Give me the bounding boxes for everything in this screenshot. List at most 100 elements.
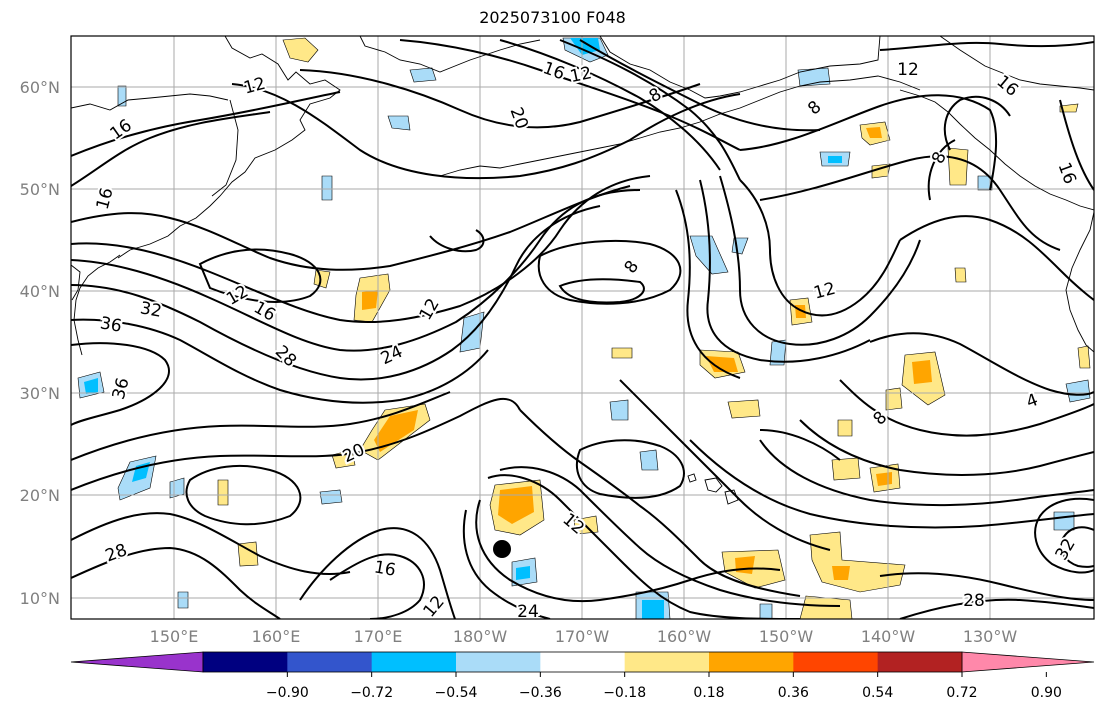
contour-line	[899, 598, 1094, 619]
negative-anomaly-area	[639, 449, 659, 471]
colorbar-tick-labels: −0.90 −0.72 −0.54 −0.36 −0.18 0.18 0.36 0.54 0.7…	[266, 672, 1062, 701]
negative-anomaly-area	[759, 603, 773, 619]
coastline-kamchatka	[211, 99, 239, 197]
contour-line	[899, 215, 1094, 301]
contour-lines	[71, 39, 1094, 619]
colorbar-extend-high	[961, 651, 1095, 673]
colorbar-segment	[709, 652, 794, 672]
contour-line	[71, 342, 170, 426]
colorbar-segment	[203, 652, 288, 672]
contour-line	[462, 509, 551, 619]
negative-anomaly-area	[828, 156, 842, 163]
positive-anomaly-area	[237, 541, 259, 567]
negative-anomaly-area	[177, 591, 189, 609]
longitude-label: 160°E	[252, 627, 301, 646]
positive-anomaly-area	[374, 410, 418, 452]
contour-line	[1060, 526, 1094, 568]
contour-line	[759, 439, 1094, 507]
negative-anomaly-area	[1053, 511, 1075, 531]
contour-line	[719, 175, 921, 346]
colorbar-tick-label: −0.36	[519, 685, 562, 701]
positive-anomaly-area	[954, 267, 967, 283]
negative-anomaly-area	[642, 600, 664, 619]
positive-anomaly-area	[912, 360, 932, 384]
contour-line	[759, 429, 841, 461]
contour-label: 12	[897, 60, 919, 80]
negative-anomaly-area	[609, 399, 629, 421]
coastline-alaska	[599, 36, 881, 99]
negative-anomaly-area	[769, 339, 787, 366]
latitude-label: 60°N	[20, 78, 60, 97]
colorbar-tick-label: 0.36	[778, 685, 809, 701]
contour-line	[499, 39, 721, 171]
colorbar-segment	[287, 652, 373, 672]
negative-anomaly-area	[570, 38, 600, 55]
negative-anomaly-area	[387, 115, 411, 131]
positive-anomaly-area	[837, 419, 853, 437]
contour-line	[499, 466, 841, 607]
contour-line	[71, 398, 521, 491]
longitude-label: 150°E	[150, 627, 199, 646]
contour-line	[558, 278, 645, 304]
contour-line	[399, 39, 741, 151]
contour-line	[71, 91, 341, 157]
contour-line	[1034, 497, 1094, 574]
contour-line	[429, 229, 485, 253]
positive-anomaly-area	[727, 399, 761, 419]
positive-anomaly-area	[832, 566, 850, 580]
contour-line	[71, 111, 271, 187]
colorbar-segment	[793, 652, 879, 672]
colorbar-outline	[202, 651, 963, 673]
contour-line	[799, 419, 1094, 476]
longitude-labels: 150°E 160°E 170°E 180°W 170°W 160°W 150°W 140°W…	[150, 627, 1018, 646]
contour-line	[71, 546, 281, 619]
contour-line	[699, 179, 871, 363]
contour-line	[519, 409, 801, 597]
colorbar-segment	[456, 652, 541, 672]
colorbar-tick-label: 0.72	[946, 685, 977, 701]
contour-label: 32	[138, 298, 163, 321]
colorbar-tick-label: 0.18	[693, 685, 724, 701]
contour-label: 16	[372, 557, 397, 580]
positive-anomaly-area	[831, 457, 861, 481]
negative-anomaly-area	[1065, 379, 1091, 403]
coastline-okhotsk	[71, 93, 229, 111]
negative-anomaly-area	[117, 85, 127, 107]
negative-anomaly-area	[409, 67, 437, 83]
contour-line	[879, 572, 1094, 601]
colorbar-extend-low	[70, 651, 204, 673]
contour-line	[579, 39, 821, 132]
contour-line	[475, 499, 781, 603]
longitude-label: 170°W	[555, 627, 610, 646]
latitude-label: 10°N	[20, 589, 60, 608]
hurricane-center-dot	[493, 540, 511, 558]
coastline-japan	[71, 264, 81, 301]
positive-anomaly-area	[217, 479, 229, 506]
contour-line	[71, 175, 651, 324]
positive-anomaly-area	[1077, 345, 1091, 369]
coastline-bc	[939, 36, 1094, 91]
contour-line	[927, 139, 956, 201]
contour-line	[575, 439, 685, 499]
positive-anomaly-area	[947, 147, 969, 186]
contour-line	[619, 379, 831, 551]
colorbar-segment	[624, 652, 710, 672]
positive-anomaly-area	[313, 269, 331, 289]
colorbar-segment	[371, 652, 457, 672]
longitude-label: 170°E	[354, 627, 403, 646]
contour-line	[71, 391, 451, 461]
colorbar-tick-label: −0.72	[350, 685, 393, 701]
positive-anomaly-area	[362, 290, 378, 310]
map-frame	[70, 35, 1095, 620]
contour-line	[879, 41, 1094, 51]
negative-anomaly-area	[516, 566, 530, 580]
graticule	[71, 36, 1094, 619]
colorbar-segment	[540, 652, 626, 672]
contour-label: 28	[963, 591, 985, 611]
contour-line	[675, 189, 741, 379]
positive-anomaly-area	[282, 37, 319, 63]
contour-line	[739, 179, 901, 317]
contour-line	[739, 94, 998, 191]
map-plot-area: 12 16 16 16 12 8 12 16 16 20 8 8 8 12 12…	[71, 36, 1094, 619]
